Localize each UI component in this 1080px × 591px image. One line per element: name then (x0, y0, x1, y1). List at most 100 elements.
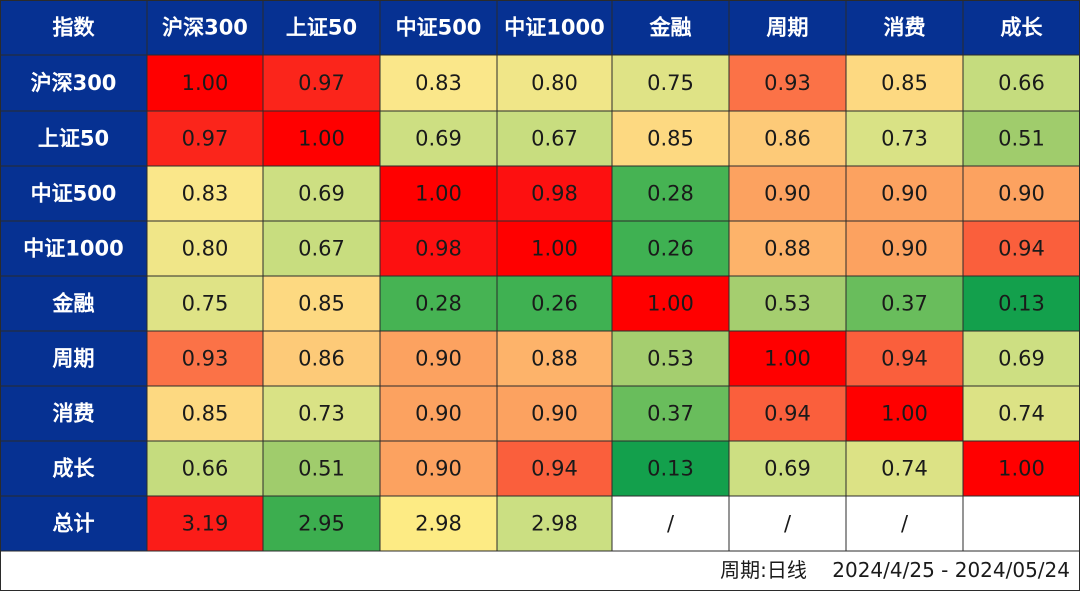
heatmap-cell (963, 276, 1080, 331)
heatmap-cell (729, 441, 846, 496)
heatmap-cell (729, 386, 846, 441)
total-cell (263, 496, 380, 551)
heatmap-cell (846, 386, 963, 441)
heatmap-cell-value: 0.66 (998, 71, 1045, 95)
heatmap-cell-value: 0.90 (415, 402, 462, 426)
column-header-cell (846, 0, 963, 55)
heatmap-cell (380, 166, 497, 221)
total-cell-value: 2.98 (415, 512, 462, 536)
total-cell (380, 496, 497, 551)
heatmap-cell (147, 55, 263, 111)
heatmap-cell (963, 221, 1080, 276)
total-cell (612, 496, 729, 551)
corner-header-label: 指数 (53, 16, 96, 40)
heatmap-cell (846, 221, 963, 276)
heatmap-cell (612, 441, 729, 496)
row-header-cell (0, 276, 147, 331)
heatmap-cell (380, 55, 497, 111)
heatmap-cell-value: 0.51 (998, 127, 1045, 151)
total-cell (147, 496, 263, 551)
heatmap-cell-value: 0.37 (647, 402, 694, 426)
column-header-label: 成长 (1001, 16, 1044, 40)
heatmap-cell-value: 0.90 (415, 347, 462, 371)
heatmap-cell-value: 0.86 (298, 347, 345, 371)
row-header-cell (0, 166, 147, 221)
heatmap-cell (147, 441, 263, 496)
heatmap-cell (497, 276, 612, 331)
heatmap-cell-value: 0.80 (531, 71, 578, 95)
heatmap-cell-value: 0.83 (415, 71, 462, 95)
heatmap-cell (729, 166, 846, 221)
heatmap-cell (729, 221, 846, 276)
heatmap-cell (263, 276, 380, 331)
heatmap-cell-value: 0.74 (998, 402, 1045, 426)
heatmap-cell (497, 166, 612, 221)
total-cell-value: / (901, 512, 909, 536)
heatmap-cell (963, 166, 1080, 221)
heatmap-cell-value: 0.69 (415, 127, 462, 151)
heatmap-cell-value: 0.93 (764, 71, 811, 95)
heatmap-cell (380, 331, 497, 386)
heatmap-cell (380, 111, 497, 166)
heatmap-cell-value: 0.90 (531, 402, 578, 426)
heatmap-cell (147, 276, 263, 331)
heatmap-cell-value: 0.13 (998, 292, 1045, 316)
heatmap-cell (612, 276, 729, 331)
heatmap-cell-value: 0.86 (764, 127, 811, 151)
heatmap-cell (612, 55, 729, 111)
heatmap-cell-value: 0.97 (182, 127, 229, 151)
row-header-label: 中证500 (31, 182, 117, 206)
heatmap-cell-value: 0.73 (298, 402, 345, 426)
heatmap-cell (846, 331, 963, 386)
heatmap-cell-value: 0.90 (881, 182, 928, 206)
total-cell-value: 2.95 (298, 512, 345, 536)
row-header-label: 消费 (53, 402, 95, 426)
heatmap-cell (963, 386, 1080, 441)
row-header-cell (0, 55, 147, 111)
heatmap-cell-value: 0.98 (531, 182, 578, 206)
heatmap-cell-value: 0.85 (881, 71, 928, 95)
total-cell-value: / (784, 512, 792, 536)
heatmap-cell (729, 331, 846, 386)
heatmap-cell-value: 0.74 (881, 457, 928, 481)
heatmap-cell-value: 0.67 (298, 237, 345, 261)
heatmap-cell-value: 0.37 (881, 292, 928, 316)
total-cell-value: 2.98 (531, 512, 578, 536)
heatmap-cell (846, 111, 963, 166)
heatmap-cell (147, 386, 263, 441)
heatmap-cell (380, 441, 497, 496)
row-header-cell (0, 111, 147, 166)
heatmap-cell-value: 0.28 (415, 292, 462, 316)
heatmap-cell (612, 111, 729, 166)
heatmap-cell-value: 1.00 (881, 402, 928, 426)
heatmap-cell (263, 441, 380, 496)
heatmap-cell (963, 55, 1080, 111)
heatmap-cell-value: 0.69 (298, 182, 345, 206)
heatmap-cell-value: 0.53 (764, 292, 811, 316)
heatmap-cell-value: 0.83 (182, 182, 229, 206)
heatmap-cell-value: 0.88 (764, 237, 811, 261)
row-header-label: 成长 (53, 457, 96, 481)
heatmap-cell (497, 386, 612, 441)
row-header-label: 上证50 (38, 127, 109, 151)
heatmap-cell (380, 276, 497, 331)
column-header-cell (263, 0, 380, 55)
total-cell (497, 496, 612, 551)
heatmap-cell-value: 0.26 (647, 237, 694, 261)
footnote: 周期:日线 2024/4/25 - 2024/05/24 (720, 558, 1070, 582)
total-row-header-cell (0, 496, 147, 551)
heatmap-cell-value: 0.94 (531, 457, 578, 481)
column-header-cell (729, 0, 846, 55)
heatmap-cell (846, 441, 963, 496)
heatmap-cell-value: 0.90 (881, 237, 928, 261)
row-header-label: 沪深300 (31, 71, 117, 95)
heatmap-cell-value: 0.51 (298, 457, 345, 481)
heatmap-cell-value: 0.69 (998, 347, 1045, 371)
column-header-label: 周期 (767, 16, 809, 40)
row-header-label: 金融 (52, 292, 95, 316)
heatmap-cell-value: 0.80 (182, 237, 229, 261)
heatmap-cell (612, 221, 729, 276)
heatmap-cell (963, 111, 1080, 166)
total-cell-value: / (667, 512, 675, 536)
